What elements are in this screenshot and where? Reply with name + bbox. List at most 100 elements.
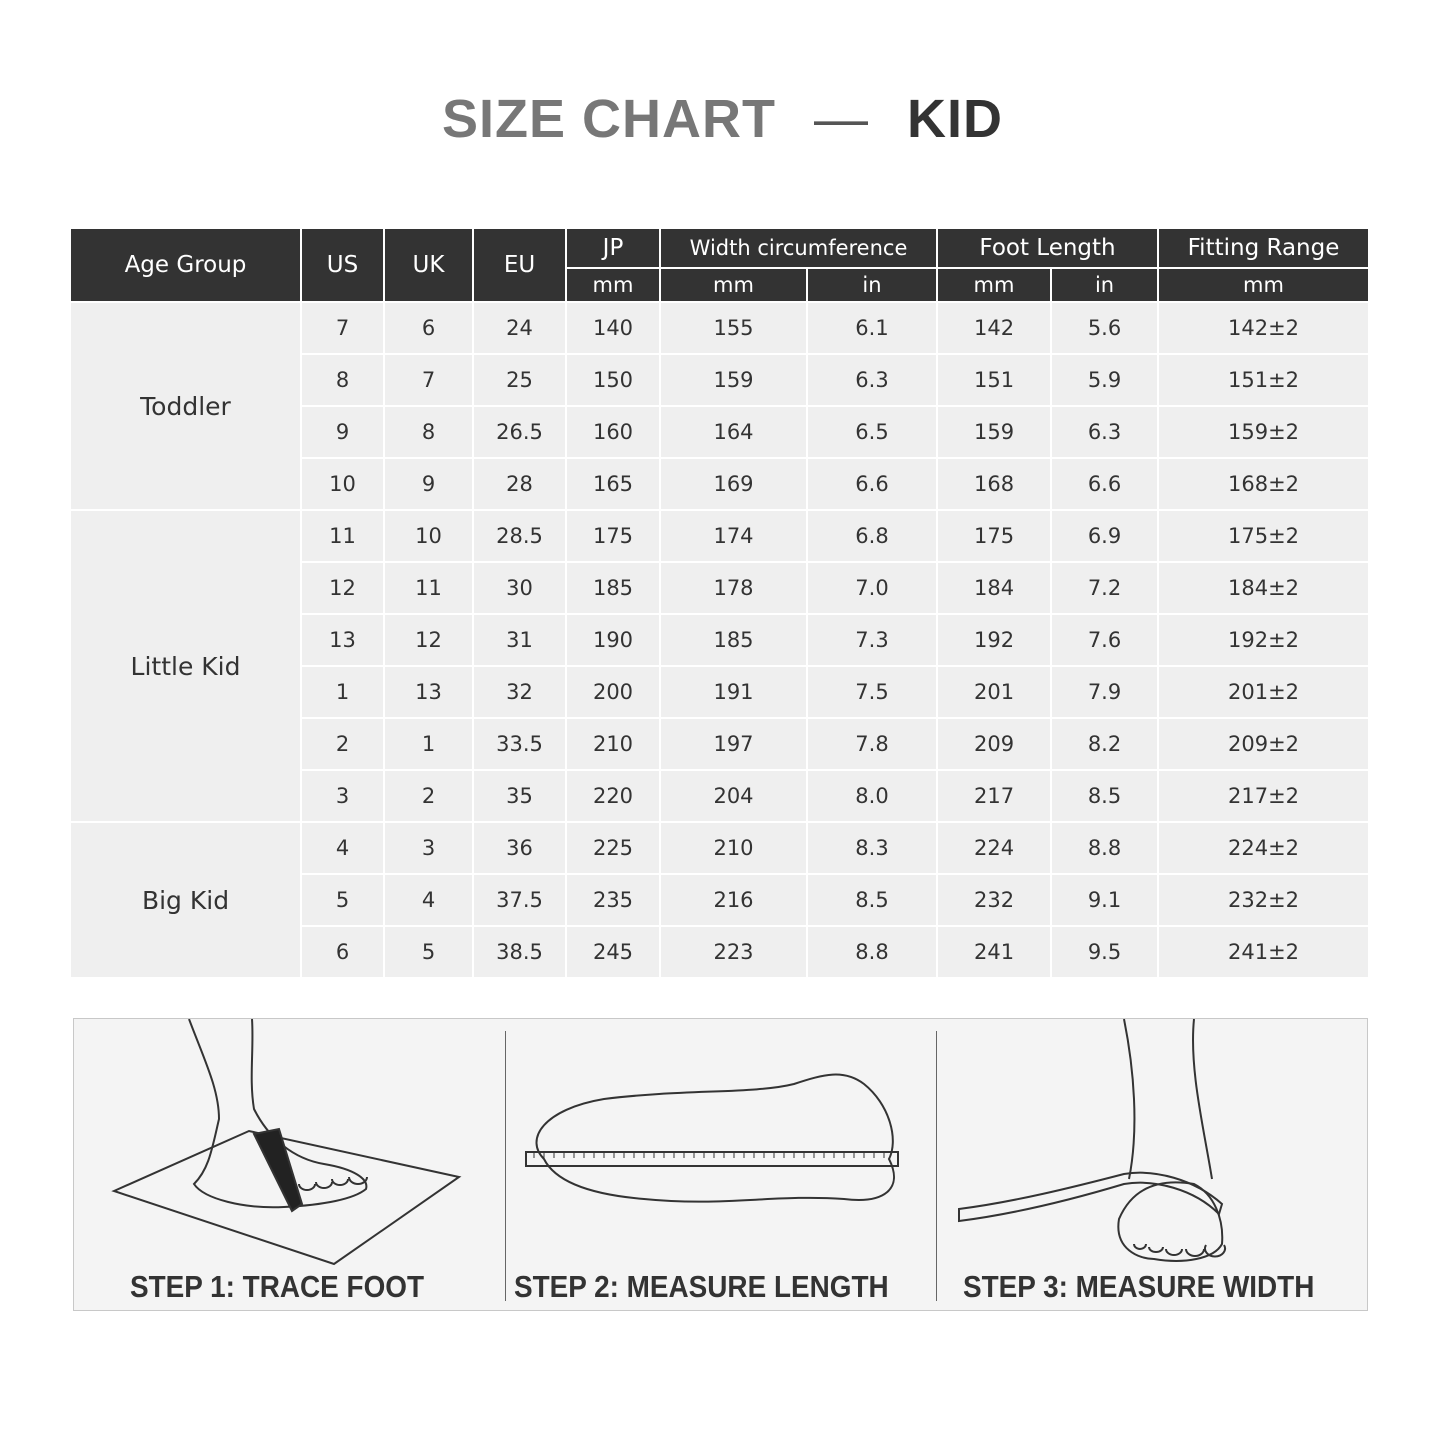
table-cell: 33.5 (472, 717, 567, 771)
table-row: Toddler 7 6 24 140 155 6.1 142 5.6 142±2 (69, 301, 1371, 511)
table-cell: 224 (936, 821, 1053, 875)
table-cell: 6.8 (805, 509, 939, 563)
header-uk: UK (383, 227, 474, 303)
table-cell: 197 (659, 717, 808, 771)
table-cell: 241±2 (1157, 925, 1371, 979)
table-cell: 217±2 (1157, 769, 1371, 823)
table-cell: 7.8 (805, 717, 939, 771)
divider (936, 1031, 937, 1301)
table-cell: 35 (472, 769, 567, 823)
table-cell: 5 (383, 925, 474, 979)
table-row: 10 9 28 165 169 6.6 168 6.6 168±2 (70, 457, 1371, 511)
table-cell: 192 (936, 613, 1053, 667)
table-cell: 200 (565, 665, 661, 719)
measure-width-icon (958, 1019, 1226, 1262)
age-group-cell: Big Kid (69, 821, 302, 979)
table-cell: 168±2 (1157, 457, 1371, 511)
table-cell: 30 (472, 561, 567, 615)
step-3-label: STEP 3: MEASURE WIDTH (963, 1269, 1315, 1304)
table-cell: 5 (300, 873, 385, 927)
table-cell: 38.5 (472, 925, 567, 979)
table-cell: 6.6 (805, 457, 939, 511)
table-cell: 201 (936, 665, 1053, 719)
table-cell: 8.8 (1050, 821, 1160, 875)
table-cell: 160 (565, 405, 661, 459)
table-cell: 225 (565, 821, 661, 875)
table-cell: 241 (936, 925, 1053, 979)
header-width: Width circumference (658, 227, 939, 269)
table-cell: 7.0 (805, 561, 939, 615)
table-cell: 7.5 (805, 665, 939, 719)
table-cell: 155 (659, 301, 808, 355)
table-cell: 216 (659, 873, 808, 927)
table-cell: 159 (659, 353, 808, 407)
unit: in (805, 267, 939, 303)
page-title: SIZE CHART — KID (442, 89, 1003, 149)
unit: mm (565, 267, 661, 303)
table-cell: 9 (383, 457, 474, 511)
table-cell: 13 (383, 665, 474, 719)
table-cell: 168 (936, 457, 1053, 511)
table-cell: 232 (936, 873, 1053, 927)
table-cell: 209±2 (1157, 717, 1371, 771)
table-cell: 201±2 (1157, 665, 1371, 719)
age-group-cell: Toddler (69, 301, 302, 511)
table-cell: 10 (383, 509, 474, 563)
table-cell: 7.9 (1050, 665, 1160, 719)
table-cell: 5.9 (1050, 353, 1160, 407)
table-cell: 6 (383, 301, 474, 355)
table-cell: 10 (300, 457, 385, 511)
table-cell: 220 (565, 769, 661, 823)
table-cell: 235 (565, 873, 661, 927)
table-cell: 175 (936, 509, 1053, 563)
table-cell: 2 (383, 769, 474, 823)
unit: in (1050, 267, 1160, 303)
age-group-cell: Little Kid (69, 509, 302, 823)
table-cell: 8.5 (805, 873, 939, 927)
table-cell: 151±2 (1157, 353, 1371, 407)
measure-length-icon (525, 1073, 899, 1203)
table-cell: 165 (565, 457, 661, 511)
table-cell: 11 (300, 509, 385, 563)
table-cell: 210 (565, 717, 661, 771)
table-cell: 164 (659, 405, 808, 459)
header-us: US (300, 227, 385, 303)
table-cell: 36 (472, 821, 567, 875)
table-cell: 5.6 (1050, 301, 1160, 355)
table-cell: 184±2 (1157, 561, 1371, 615)
table-cell: 37.5 (472, 873, 567, 927)
table-cell: 150 (565, 353, 661, 407)
table-cell: 142±2 (1157, 301, 1371, 355)
table-cell: 210 (659, 821, 808, 875)
table-cell: 175±2 (1157, 509, 1371, 563)
table-cell: 185 (565, 561, 661, 615)
table-cell: 9.1 (1050, 873, 1160, 927)
table-row: Little Kid 11 10 28.5 175 174 6.8 175 6.9 175±2 (69, 509, 1371, 823)
table-cell: 7 (300, 301, 385, 355)
table-cell: 7.2 (1050, 561, 1160, 615)
table-cell: 178 (659, 561, 808, 615)
table-cell: 24 (472, 301, 567, 355)
table-cell: 151 (936, 353, 1053, 407)
table-cell: 3 (383, 821, 474, 875)
table-cell: 175 (565, 509, 661, 563)
table-cell: 31 (472, 613, 567, 667)
table-cell: 223 (659, 925, 808, 979)
size-chart-table: Age Group US UK EU JP Width circumferenc… (69, 227, 1371, 979)
table-cell: 28.5 (472, 509, 567, 563)
table-cell: 12 (383, 613, 474, 667)
table-row: 3 2 35 220 204 8.0 217 8.5 217±2 (70, 769, 1371, 823)
table-cell: 204 (659, 769, 808, 823)
table-cell: 3 (300, 769, 385, 823)
table-cell: 7.6 (1050, 613, 1160, 667)
table-row: 6 5 38.5 245 223 8.8 241 9.5 241±2 (70, 925, 1371, 979)
table-cell: 4 (300, 821, 385, 875)
header-jp: JP (565, 227, 661, 269)
table-cell: 217 (936, 769, 1053, 823)
table-row: 1 13 32 200 191 7.5 201 7.9 201±2 (70, 665, 1371, 719)
unit: mm (659, 267, 808, 303)
table-cell: 6.6 (1050, 457, 1160, 511)
table-cell: 28 (472, 457, 567, 511)
table-cell: 184 (936, 561, 1053, 615)
step-1-label: STEP 1: TRACE FOOT (130, 1269, 425, 1304)
